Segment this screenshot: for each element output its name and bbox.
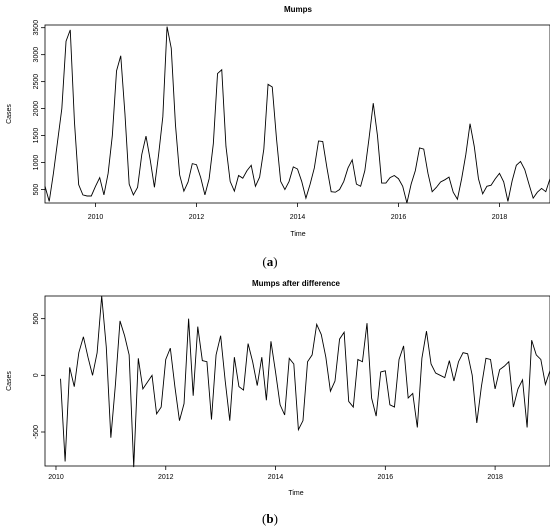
panel-b-y-tick-label: 0 (33, 373, 40, 377)
panel-a-x-axis-label: Time (290, 231, 305, 238)
panel-a-y-tick-label: 2500 (33, 74, 40, 90)
panel-a-y-axis-label: Cases (6, 104, 13, 124)
panel-a-y-tick-label: 3000 (33, 47, 40, 63)
panel-b-x-axis-label: Time (288, 490, 303, 497)
panel-b-x-axis: 2010 2012 2014 2016 2018 (48, 466, 503, 481)
panel-a-caption: (a) (262, 254, 277, 269)
panel-a-y-tick-label: 500 (33, 184, 40, 196)
panel-a-y-tick-label: 1000 (33, 155, 40, 171)
panel-a-x-tick-label: 2014 (290, 214, 306, 221)
panel-b-x-tick-label: 2014 (268, 474, 284, 481)
panel-b-title: Mumps after difference (252, 279, 341, 288)
panel-b-x-tick-label: 2010 (48, 474, 64, 481)
panel-a-y-axis: 500 1000 1500 2000 2500 3000 3500 (33, 20, 45, 196)
panel-a-x-tick-label: 2016 (391, 214, 407, 221)
panel-b-y-tick-label: -500 (33, 425, 40, 439)
panel-a-x-tick-label: 2018 (492, 214, 508, 221)
panel-a-caption-letter: a (267, 254, 274, 269)
panel-a-y-tick-label: 3500 (33, 20, 40, 36)
panel-b-chart: Mumps after difference -500 0 500 2010 2012… (6, 279, 550, 497)
panel-b-x-tick-label: 2012 (158, 474, 174, 481)
panel-a-y-tick-label: 2000 (33, 101, 40, 117)
panel-b-x-tick-label: 2016 (378, 474, 394, 481)
panel-a-series-line (44, 26, 550, 204)
panel-a-x-axis: 2010 2012 2014 2016 2018 (88, 203, 508, 221)
panel-a-x-tick-label: 2012 (189, 214, 205, 221)
panel-b-caption: (b) (262, 511, 278, 526)
panel-b-series-line (60, 295, 550, 468)
panel-b-caption-letter: b (266, 511, 273, 526)
panel-a-title: Mumps (284, 5, 313, 14)
panel-a-x-tick-label: 2010 (88, 214, 104, 221)
panel-b-y-tick-label: 500 (33, 313, 40, 325)
panel-b-y-axis: -500 0 500 (33, 313, 45, 439)
panel-a-y-tick-label: 1500 (33, 128, 40, 144)
panel-b-x-tick-label: 2018 (487, 474, 503, 481)
panel-b-y-axis-label: Cases (6, 371, 13, 391)
panel-b-plot-frame (44, 295, 550, 467)
